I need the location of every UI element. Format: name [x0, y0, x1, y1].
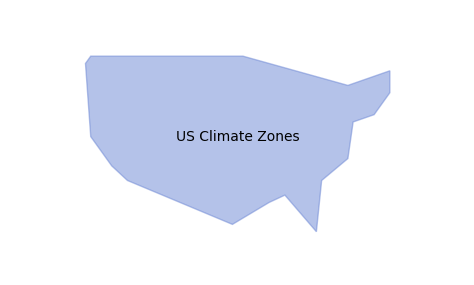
Polygon shape [85, 56, 390, 232]
Text: US Climate Zones: US Climate Zones [176, 130, 300, 144]
